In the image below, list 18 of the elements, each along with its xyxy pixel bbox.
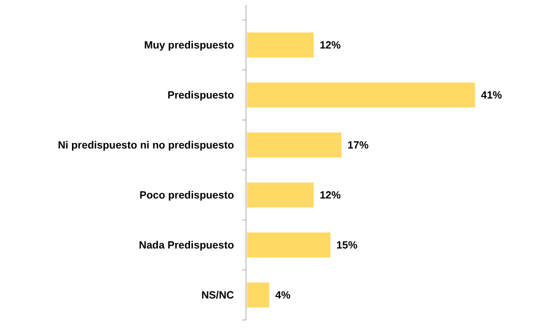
y-tick-label: Nada Predispuesto: [138, 239, 234, 252]
data-label: 41%: [481, 90, 503, 102]
bar: [247, 32, 314, 58]
data-label: 15%: [336, 240, 358, 252]
y-tick-label: Predispuesto: [167, 89, 234, 102]
bar: [247, 232, 330, 258]
data-label: 17%: [348, 140, 370, 152]
data-label: 4%: [275, 290, 292, 302]
y-tick-label: NS/NC: [201, 289, 234, 302]
bar: [247, 132, 342, 158]
y-tick-label: Poco predispuesto: [139, 189, 234, 202]
data-label: 12%: [320, 40, 342, 52]
bar: [247, 82, 475, 108]
y-tick-label: Ni predispuesto ni no predispuesto: [58, 139, 234, 152]
bar: [247, 282, 270, 308]
data-label: 12%: [320, 190, 342, 202]
bar: [247, 182, 314, 208]
y-tick-label: Muy predispuesto: [144, 39, 234, 52]
